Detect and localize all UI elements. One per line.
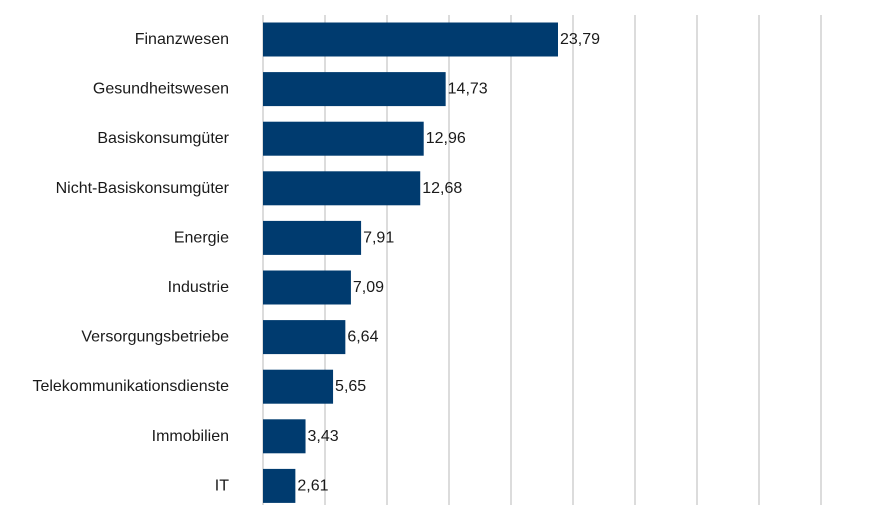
category-label: IT	[215, 477, 229, 494]
value-labels: 23,79 14,73 12,96 12,68 7,91 7,09 6,64 5,65 3,43…	[297, 31, 600, 494]
value-label: 12,68	[422, 180, 462, 197]
bar-0	[263, 22, 558, 57]
bar-6	[263, 320, 346, 355]
bar-2	[263, 121, 424, 156]
bar-4	[263, 220, 362, 255]
value-label: 7,09	[353, 279, 384, 296]
value-label: 7,91	[363, 229, 394, 246]
category-label: Energie	[174, 229, 229, 246]
category-label: Industrie	[168, 279, 229, 296]
category-labels: Finanzwesen Gesundheitswesen Basiskonsumgü…	[32, 31, 229, 494]
category-label: Finanzwesen	[135, 31, 229, 48]
value-label: 6,64	[347, 329, 378, 346]
value-label: 12,96	[426, 130, 466, 147]
category-label: Basiskonsumgüter	[97, 130, 229, 147]
value-label: 23,79	[560, 31, 600, 48]
bar-7	[263, 369, 334, 404]
category-label: Versorgungsbetriebe	[81, 329, 229, 346]
category-label: Immobilien	[152, 428, 229, 445]
category-label: Gesundheitswesen	[93, 81, 229, 98]
bar-9	[263, 468, 296, 503]
bars	[263, 22, 558, 503]
category-label: Nicht-Basiskonsumgüter	[56, 180, 230, 197]
bar-1	[263, 72, 446, 107]
category-label: Telekommunikationsdienste	[32, 378, 229, 395]
bar-3	[263, 171, 421, 206]
value-label: 3,43	[308, 428, 339, 445]
value-label: 5,65	[335, 378, 366, 395]
value-label: 14,73	[448, 81, 488, 98]
bar-5	[263, 270, 351, 305]
bar-8	[263, 419, 306, 454]
value-label: 2,61	[297, 477, 328, 494]
